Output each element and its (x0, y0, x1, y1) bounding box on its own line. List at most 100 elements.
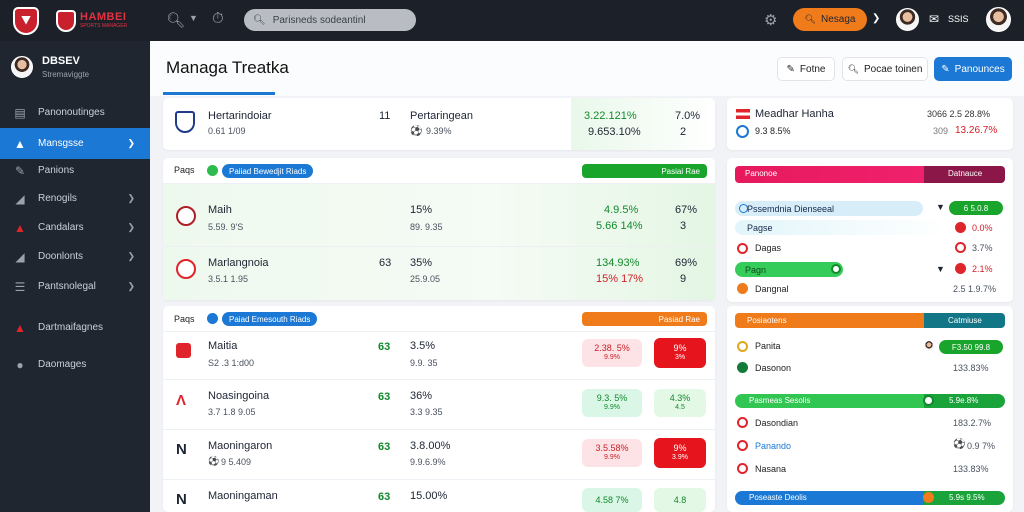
team-sub: 9 5.409 (221, 457, 252, 467)
search-filter-button[interactable]: 🔍︎ Pocae toinen (842, 57, 928, 81)
live-status-icon (207, 313, 218, 324)
new-action-button[interactable]: 🔍︎ Nesaga (793, 8, 867, 31)
history-icon[interactable]: ⏱ (212, 10, 224, 27)
sidebar-item-daomages[interactable]: ● Daomages (0, 349, 150, 380)
draw-probability-sub: 3 (680, 220, 687, 232)
sidebar-item-panonoutinges[interactable]: ▤ Panonoutinges (0, 97, 150, 128)
draw-probability: 7.0% (675, 110, 701, 122)
team-score: 63 (378, 491, 391, 503)
match-score: 11 (379, 110, 391, 122)
section-status[interactable]: Pasiai Rae (582, 164, 707, 178)
list-icon: ☰ (14, 279, 26, 294)
notes-button-label: Fotne (799, 63, 826, 75)
user-label[interactable]: SSIS (948, 14, 969, 24)
team-name[interactable]: Maitia (208, 340, 238, 352)
sidebar-item-label: Panonoutinges (38, 107, 105, 118)
team-name[interactable]: Noasingoina (208, 390, 270, 402)
odds-sub: 3% (674, 354, 686, 362)
divider (163, 183, 715, 184)
win-probability: 134.93% (596, 257, 640, 269)
section-status[interactable]: Pasiad Rae (582, 312, 707, 326)
odds-chip[interactable]: 3.5.58% 9.9% (582, 439, 642, 467)
sidebar-item-mansgsse[interactable]: ▲ Mansgsse ❯ (0, 128, 150, 159)
chevron-right-icon: ❯ (127, 193, 135, 203)
standings-panel: Panonoe Datnauce Pssemdnia Dienseeal ▼ 6… (727, 158, 1013, 302)
panel-header-bar (735, 166, 1005, 183)
team-sub-value: 13.26.7% (955, 125, 998, 136)
odds-sub: 4.5 (675, 404, 685, 412)
notes-button[interactable]: ✎ Fotne (777, 57, 835, 81)
sidebar-item-candalars[interactable]: ▲ Candalars ❯ (0, 212, 150, 243)
team-crest-icon (955, 242, 966, 253)
search-icon[interactable]: 🔍︎ (166, 12, 186, 29)
home-team-sub: 0.61 1/09 (208, 126, 246, 136)
odds-chip[interactable]: 9.3. 5% 9.9% (582, 389, 642, 417)
odds-value: 4.3% (669, 393, 691, 404)
draw-probability: 67% (675, 204, 698, 216)
brand-sub: SPORTS MANAGER (80, 23, 128, 29)
slider-handle[interactable] (923, 395, 934, 406)
draw-probability-sub: 9 (680, 273, 687, 285)
brand-logo[interactable]: HAMBEI SPORTS MANAGER (56, 9, 128, 32)
slider-handle[interactable] (923, 492, 934, 503)
stat-value[interactable]: 6 5.0.8 (949, 201, 1003, 215)
odds-chip[interactable]: 9% 3.9% (654, 438, 706, 468)
team-value-sub: 9.9.6.9% (410, 457, 446, 467)
search-filter-label: Pocae toinen (864, 63, 923, 75)
team-sub: 3.7 1.8 9.05 (208, 407, 256, 417)
odds-chip[interactable]: 4.8 (654, 488, 706, 512)
odds-chip[interactable]: 9% 3% (654, 338, 706, 368)
team-value: 3066 2.5 28.8% (927, 109, 991, 119)
live-status-icon (207, 165, 218, 176)
match-highlight (571, 98, 715, 150)
stat-value: 2.5 1.9.7% (953, 284, 997, 294)
sidebar-item-label: Renogils (38, 193, 77, 204)
profile-avatar (11, 56, 33, 78)
chevron-right-icon[interactable]: ❯ (872, 13, 881, 24)
profile[interactable]: DBSEV Stremaviggte (0, 41, 150, 79)
match-card[interactable]: Hertarindoiar 0.61 1/09 11 Pertaringean … (163, 98, 715, 150)
odds-chip[interactable]: 2.38. 5% 9.9% (582, 339, 642, 367)
team-crest-icon (737, 243, 748, 254)
section-label: Paqs (174, 165, 195, 175)
sidebar-item-dartmaifagnes[interactable]: ▲ Dartmaifagnes (0, 312, 150, 343)
panel-header-right[interactable]: Catmiuse (948, 316, 982, 325)
user-avatar[interactable] (986, 7, 1011, 32)
stat-value: 183.2.7% (953, 418, 992, 428)
section-badge[interactable]: Paiiad Bewedjit Riads (222, 164, 314, 178)
team-name[interactable]: Maoningaman (208, 490, 278, 502)
away-team-sub: 9.39% (426, 126, 452, 136)
team-sub: 3.5.1 1.95 (208, 274, 249, 284)
team-crest-icon (955, 222, 966, 233)
sidebar-item-panions[interactable]: ✎ Panions (0, 155, 150, 186)
team-summary-card[interactable]: Meadhar Hanha 3066 2.5 28.8% 9.3 8.5% 30… (727, 98, 1013, 150)
odds-chip[interactable]: 4.3% 4.5 (654, 389, 706, 417)
chevron-down-icon[interactable]: ▼ (189, 13, 198, 23)
team-crest-icon (737, 341, 748, 352)
chat-icon[interactable]: ✉ (929, 12, 940, 26)
section-badge[interactable]: Paiad Emesouth Riads (222, 312, 318, 326)
team-value: 3.5% (410, 340, 436, 352)
sidebar-item-renogils[interactable]: ◢ Renogils ❯ (0, 183, 150, 214)
avatar[interactable] (896, 8, 919, 31)
team-score: 63 (378, 391, 391, 403)
settings-icon[interactable]: ⚙ (764, 12, 778, 29)
panel-header-right[interactable]: Datnauce (948, 169, 983, 178)
stat-value[interactable]: F3.50 99.8 (939, 340, 1003, 354)
odds-value: 3.5.58% (595, 443, 629, 454)
team-sub: 9.3 8.5% (755, 126, 791, 136)
team-name[interactable]: Maih (208, 204, 232, 216)
odds-chip[interactable]: 4.58 7% (582, 488, 642, 512)
results-section: Paqs Paiad Emesouth Riads Pasiad Rae Mai… (163, 306, 715, 512)
team-value: 36% (410, 390, 433, 402)
slider-handle[interactable] (831, 264, 841, 274)
search-input[interactable]: 🔍︎ Parisneds sodeantinl (244, 9, 416, 31)
chevron-right-icon: ❯ (127, 138, 135, 148)
sidebar-item-doonlonts[interactable]: ◢ Doonlonts ❯ (0, 241, 150, 272)
announce-button[interactable]: ✎ Panounces (934, 57, 1012, 81)
sidebar-item-pantsnolegal[interactable]: ☰ Pantsnolegal ❯ (0, 271, 150, 302)
team-name[interactable]: Maoningaron (208, 440, 273, 452)
team-name[interactable]: Marlangnoia (208, 257, 269, 269)
fixtures-section: Paqs Paiiad Bewedjit Riads Pasiai Rae Ma… (163, 158, 715, 300)
club-logo-icon[interactable] (13, 6, 39, 35)
